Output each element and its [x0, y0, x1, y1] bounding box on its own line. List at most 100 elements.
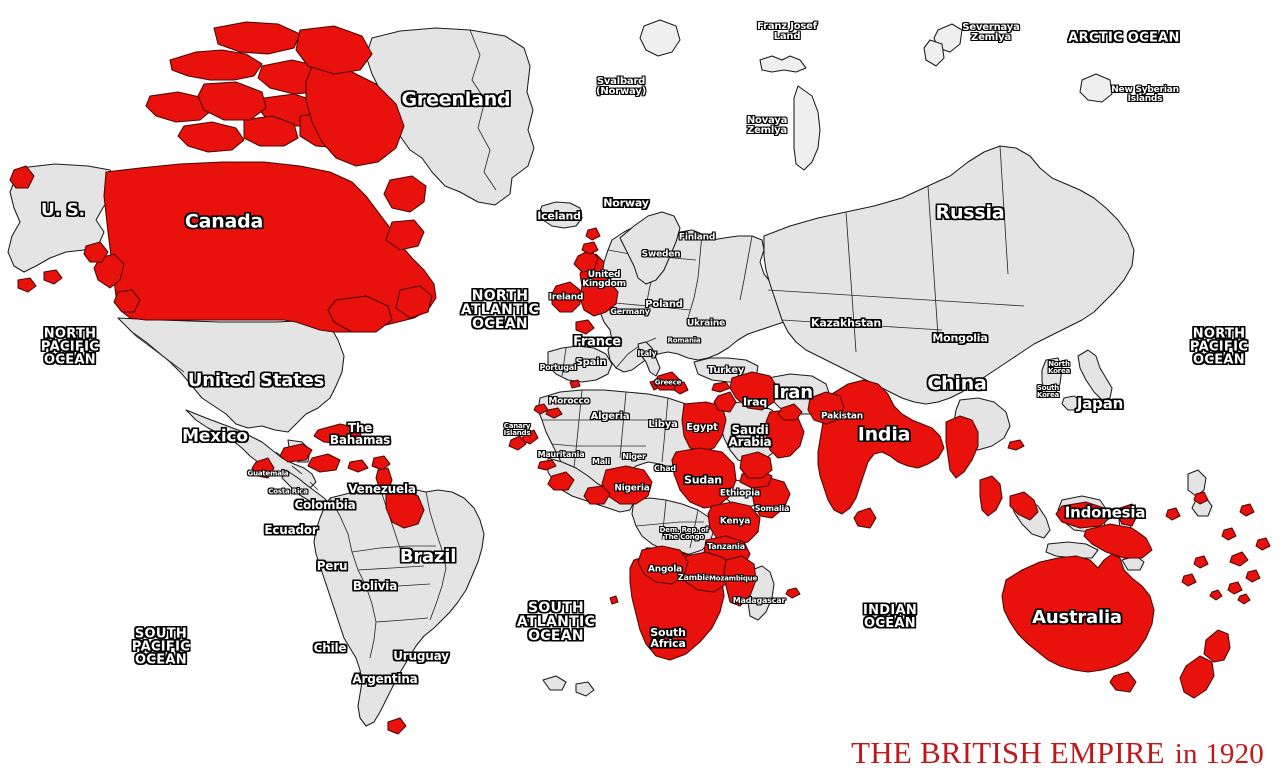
canada-east-1-shape — [383, 175, 427, 213]
cape-verde-shape — [533, 403, 549, 415]
canada-ellesmere-shape — [295, 25, 373, 75]
jamaica-shape — [307, 453, 341, 473]
map-title-main: THE BRITISH EMPIRE — [851, 735, 1165, 770]
malaya-shape — [979, 475, 1003, 517]
madeira-shape — [545, 407, 563, 419]
ireland-shape — [551, 281, 581, 313]
pacific-island-11-shape — [1237, 593, 1251, 605]
scandinavia-shape — [619, 211, 681, 285]
canada-arctic-1-shape — [169, 49, 263, 81]
novaya-zemlya-shape — [793, 85, 821, 171]
map-title: THE BRITISH EMPIRE in 1920 — [851, 735, 1264, 771]
angola-shape — [637, 545, 689, 585]
canada-arctic-6-shape — [177, 121, 245, 153]
pacific-island-3-shape — [1245, 569, 1261, 583]
gibraltar-shape — [569, 379, 581, 389]
india-shape — [817, 379, 945, 515]
sudan-shape — [671, 447, 737, 509]
canada-victoria-shape — [197, 81, 267, 121]
canada-newfoundland-shape — [395, 285, 433, 319]
mauritius-shape — [785, 587, 801, 599]
canada-se-shape — [327, 295, 393, 333]
fiji-shape — [1229, 551, 1249, 567]
pacific-island-9-shape — [1255, 537, 1271, 551]
italy-shape — [637, 341, 661, 377]
pacific-island-8-shape — [1165, 507, 1181, 521]
russia-asia-shape — [763, 145, 1135, 405]
canada-arctic-7-shape — [243, 115, 299, 147]
indonesia-java-shape — [1045, 541, 1099, 559]
sulawesi-red-shape — [1117, 503, 1139, 527]
bc-island-shape — [113, 289, 141, 313]
canada-arctic-2-shape — [213, 21, 301, 55]
papua-new-guinea-shape — [1083, 523, 1153, 559]
map-title-year: in 1920 — [1174, 738, 1264, 770]
japan-shape — [1077, 349, 1113, 401]
british-guiana-shape — [385, 489, 425, 529]
gambia-shape — [537, 459, 557, 471]
aleutian-2-shape — [43, 269, 63, 285]
pacific-island-1-shape — [1239, 503, 1255, 517]
aegean-islands-shape — [673, 381, 689, 395]
new-syberian-islands-shape — [1079, 73, 1113, 103]
kenya-uganda-shape — [707, 501, 761, 547]
svalbard-shape — [639, 19, 681, 57]
japan-south-shape — [1061, 395, 1083, 411]
canada-east-2-shape — [385, 219, 425, 251]
sierra-leone-shape — [547, 471, 575, 491]
lesser-antilles-2-shape — [371, 455, 391, 471]
belize-shape — [251, 457, 275, 479]
antarctic-fragment-2-shape — [575, 681, 595, 697]
mozambique-nyasa-shape — [723, 555, 757, 607]
philippines-shape — [1187, 469, 1207, 497]
iraq-shape — [729, 371, 779, 411]
antarctic-fragment-shape — [542, 675, 567, 691]
pacific-island-2-shape — [1221, 527, 1237, 541]
australia-shape — [1001, 553, 1155, 673]
pacific-island-5-shape — [1193, 555, 1209, 569]
cyprus-shape — [711, 381, 731, 393]
ceylon-shape — [853, 507, 877, 529]
iberia-shape — [547, 345, 613, 383]
alaska-outline-red-shape — [9, 165, 35, 189]
aleutian-1-shape — [17, 277, 37, 293]
aden-yemen-shape — [739, 451, 773, 479]
pacific-island-10-shape — [1209, 589, 1223, 601]
palestine-shape — [713, 391, 737, 413]
united-states-shape — [117, 317, 345, 433]
scotland-shape — [573, 249, 599, 273]
new-zealand-south-shape — [1179, 655, 1215, 699]
new-zealand-north-shape — [1203, 629, 1231, 663]
canada-baffin-shape — [305, 65, 405, 167]
korea-shape — [1041, 357, 1063, 397]
south-america-shape — [313, 486, 485, 727]
tasmania-shape — [1109, 671, 1137, 693]
sumatra-red-shape — [1009, 491, 1039, 521]
cuba-west-shape — [279, 443, 313, 463]
severnaya-zemlya-2-shape — [923, 39, 945, 67]
iceland-shape — [538, 201, 583, 229]
alaska-panhandle-shape — [83, 241, 109, 263]
pacific-island-6-shape — [1181, 573, 1197, 587]
bahamas-shape — [313, 423, 363, 445]
empire-territories — [9, 21, 1271, 735]
franz-josef-land-shape — [759, 55, 807, 73]
burma-shape — [945, 415, 979, 479]
pacific-island-4-shape — [1227, 581, 1243, 595]
hong-kong-shape — [1007, 439, 1025, 451]
canary-red-shape — [508, 435, 527, 451]
lesser-antilles-1-shape — [347, 459, 369, 473]
channel-islands-shape — [575, 319, 595, 335]
somalia-shape — [751, 477, 791, 519]
orkney-shape — [581, 241, 599, 255]
pakistan-balochistan-shape — [807, 391, 845, 425]
falklands-shape — [387, 717, 407, 735]
central-africa-shape — [631, 497, 715, 555]
canada-arctic-5-shape — [145, 91, 213, 123]
gold-coast-shape — [583, 485, 611, 505]
shetland-shape — [585, 227, 601, 241]
pacific-island-7-shape — [1193, 491, 1209, 505]
persian-gulf-states-shape — [777, 403, 803, 421]
